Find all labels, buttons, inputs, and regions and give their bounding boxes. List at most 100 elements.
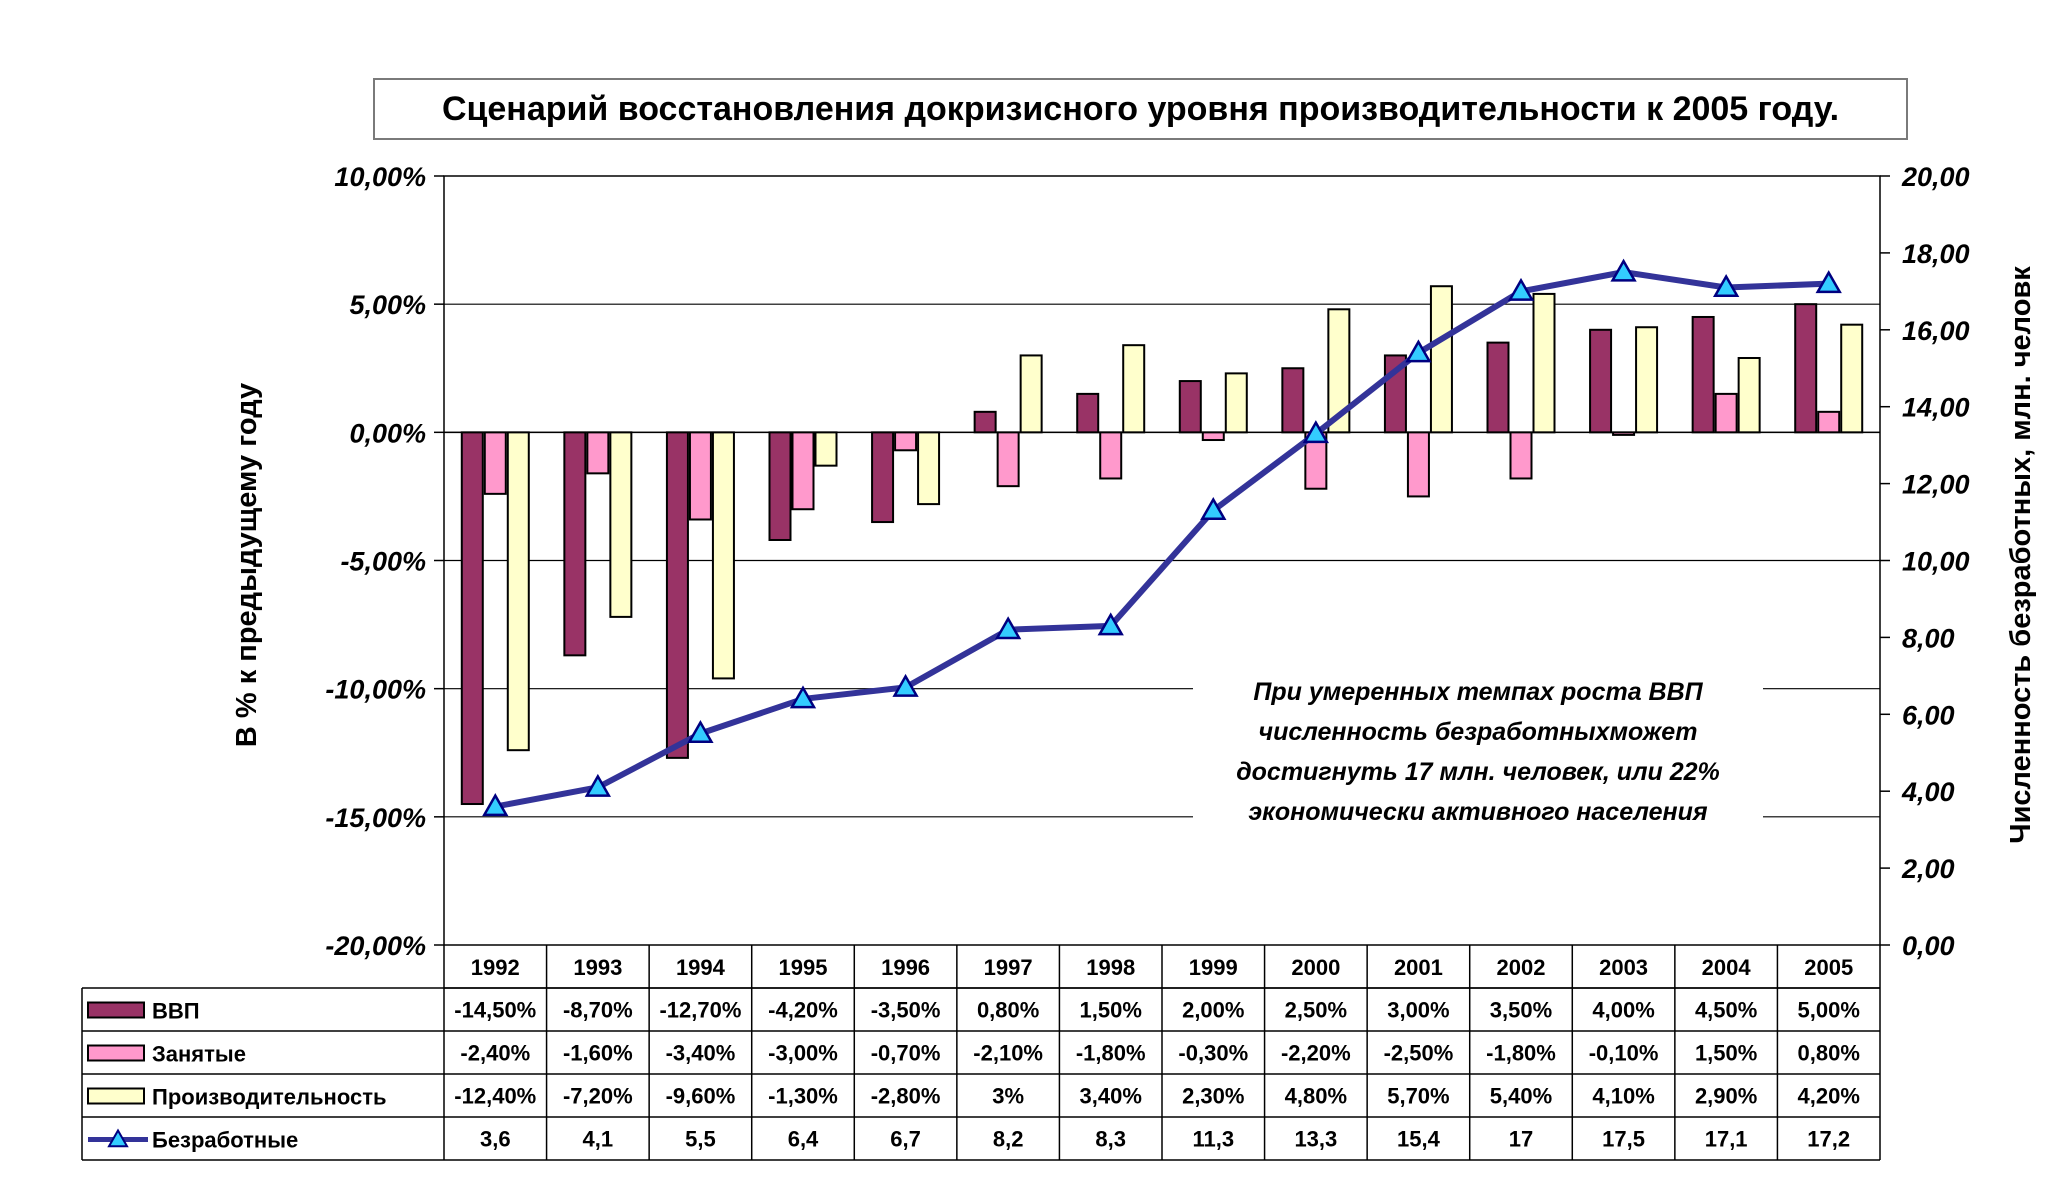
data-label-Занятые-1998: -1,80% bbox=[1076, 1041, 1146, 1066]
bar-Производительность-2004 bbox=[1737, 356, 1761, 434]
marker-Безработные-2002 bbox=[1507, 277, 1535, 301]
chart-annotation: При умеренных темпах роста ВВП численнос… bbox=[1193, 668, 1763, 878]
marker-Безработные-1992 bbox=[482, 793, 509, 817]
marker-Безработные-2001 bbox=[1405, 339, 1432, 363]
bar-ВВП-2005 bbox=[1794, 303, 1818, 434]
data-label-Производительность-2004: 2,90% bbox=[1695, 1084, 1757, 1109]
data-label-Занятые-2004: 1,50% bbox=[1695, 1041, 1757, 1066]
data-label-Безработные-1994: 5,5 bbox=[685, 1127, 716, 1152]
data-label-Безработные-2004: 17,1 bbox=[1705, 1127, 1748, 1152]
data-label-Производительность-2003: 4,10% bbox=[1592, 1084, 1654, 1109]
bar-ВВП-1994 bbox=[665, 431, 689, 759]
bar-ВВП-1996 bbox=[871, 431, 895, 524]
data-label-Занятые-1994: -3,40% bbox=[666, 1041, 736, 1066]
bar-Производительность-1998 bbox=[1122, 344, 1146, 434]
data-label-Производительность-1995: -1,30% bbox=[768, 1084, 838, 1109]
x-tick-label: 1999 bbox=[1189, 955, 1238, 980]
y-tick-label: 5,00% bbox=[349, 290, 426, 320]
bar-ВВП-1995 bbox=[768, 431, 792, 541]
data-label-Безработные-2000: 13,3 bbox=[1294, 1127, 1337, 1152]
bar-ВВП-1993 bbox=[563, 431, 587, 657]
bar-Занятые-1997 bbox=[996, 431, 1020, 488]
bar-Занятые-1992 bbox=[483, 431, 507, 495]
data-label-Производительность-1997: 3% bbox=[992, 1084, 1024, 1109]
marker-Безработные-1999 bbox=[1200, 496, 1227, 521]
y2-tick-label: 16,00 bbox=[1902, 316, 1970, 346]
y-axis-title: В % к предыдущему году bbox=[231, 383, 263, 747]
data-label-Безработные-2002: 17 bbox=[1509, 1127, 1533, 1152]
bar-ВВП-1999 bbox=[1178, 380, 1202, 434]
data-label-Безработные-1997: 8,2 bbox=[993, 1127, 1024, 1152]
data-label-Безработные-1998: 8,3 bbox=[1095, 1127, 1126, 1152]
data-label-ВВП-1992: -14,50% bbox=[454, 998, 536, 1023]
data-label-ВВП-1996: -3,50% bbox=[871, 998, 941, 1023]
bar-Производительность-2003 bbox=[1635, 326, 1659, 434]
data-label-ВВП-2001: 3,00% bbox=[1387, 998, 1449, 1023]
chart-title: Сценарий восстановления докризисного уро… bbox=[373, 78, 1908, 140]
bar-Занятые-1998 bbox=[1099, 431, 1123, 480]
bar-ВВП-2003 bbox=[1589, 328, 1613, 434]
bar-Производительность-1994 bbox=[711, 431, 735, 680]
marker-Безработные-1998 bbox=[1097, 612, 1124, 636]
data-label-ВВП-1997: 0,80% bbox=[977, 998, 1039, 1023]
x-tick-label: 2002 bbox=[1497, 955, 1546, 980]
data-label-Безработные-2001: 15,4 bbox=[1397, 1127, 1441, 1152]
data-label-Безработные-1995: 6,4 bbox=[788, 1127, 819, 1152]
y2-tick-label: 0,00 bbox=[1902, 931, 1955, 961]
bar-Производительность-1995 bbox=[814, 431, 838, 467]
data-label-ВВП-2002: 3,50% bbox=[1490, 998, 1552, 1023]
data-label-Производительность-2000: 4,80% bbox=[1285, 1084, 1347, 1109]
y2-tick-label: 8,00 bbox=[1902, 623, 1955, 653]
marker-Безработные-1997 bbox=[994, 616, 1022, 640]
legend-key-Занятые bbox=[87, 1044, 145, 1062]
y2-tick-label: 10,00 bbox=[1902, 547, 1970, 577]
data-label-ВВП-2003: 4,00% bbox=[1592, 998, 1654, 1023]
marker-Безработные-1995 bbox=[789, 685, 817, 709]
data-label-Безработные-1999: 11,3 bbox=[1192, 1127, 1234, 1152]
y-tick-label: -10,00% bbox=[325, 675, 426, 705]
data-label-Занятые-1995: -3,00% bbox=[768, 1041, 838, 1066]
bar-Занятые-1996 bbox=[894, 431, 918, 452]
bar-Занятые-2004 bbox=[1714, 392, 1738, 434]
data-label-Безработные-1992: 3,6 bbox=[480, 1127, 511, 1152]
x-tick-label: 2004 bbox=[1702, 955, 1752, 980]
bar-Занятые-1999 bbox=[1201, 431, 1225, 442]
data-label-Занятые-2002: -1,80% bbox=[1486, 1041, 1556, 1066]
y-tick-label: -15,00% bbox=[325, 803, 426, 833]
data-label-ВВП-2004: 4,50% bbox=[1695, 998, 1757, 1023]
data-label-Занятые-1999: -0,30% bbox=[1178, 1041, 1248, 1066]
y-tick-label: 10,00% bbox=[334, 162, 426, 192]
x-tick-label: 1996 bbox=[881, 955, 930, 980]
data-label-Безработные-2003: 17,5 bbox=[1602, 1127, 1645, 1152]
legend-key-Производительность bbox=[87, 1087, 145, 1105]
data-label-ВВП-1994: -12,70% bbox=[659, 998, 741, 1023]
x-tick-label: 1994 bbox=[676, 955, 726, 980]
x-tick-label: 2005 bbox=[1804, 955, 1853, 980]
data-label-Занятые-1997: -2,10% bbox=[973, 1041, 1043, 1066]
data-label-Производительность-1996: -2,80% bbox=[871, 1084, 941, 1109]
data-label-ВВП-2005: 5,00% bbox=[1798, 998, 1860, 1023]
legend-label-Производительность: Производительность bbox=[152, 1085, 387, 1110]
bar-ВВП-2002 bbox=[1486, 341, 1510, 434]
y2-tick-label: 2,00 bbox=[1901, 854, 1955, 884]
x-tick-label: 2001 bbox=[1394, 955, 1443, 980]
bar-ВВП-2004 bbox=[1691, 315, 1715, 434]
x-tick-label: 2000 bbox=[1291, 955, 1340, 980]
legend-label-Безработные: Безработные bbox=[152, 1128, 298, 1153]
marker-Безработные-1994 bbox=[687, 720, 714, 744]
legend-marker-Безработные bbox=[107, 1128, 129, 1148]
bar-Занятые-2002 bbox=[1509, 431, 1533, 480]
data-label-Безработные-1993: 4,1 bbox=[583, 1127, 614, 1152]
y2-tick-label: 4,00 bbox=[1901, 777, 1955, 807]
bar-Производительность-2005 bbox=[1840, 323, 1864, 434]
bar-Занятые-1995 bbox=[791, 431, 815, 511]
bar-Занятые-2001 bbox=[1406, 431, 1430, 498]
data-label-Занятые-1993: -1,60% bbox=[563, 1041, 633, 1066]
data-label-Занятые-1992: -2,40% bbox=[460, 1041, 530, 1066]
data-label-Производительность-2002: 5,40% bbox=[1490, 1084, 1552, 1109]
marker-Безработные-2005 bbox=[1815, 270, 1842, 294]
marker-Безработные-2000 bbox=[1302, 420, 1330, 444]
bar-ВВП-2000 bbox=[1281, 367, 1305, 434]
bar-Производительность-1993 bbox=[609, 431, 633, 618]
